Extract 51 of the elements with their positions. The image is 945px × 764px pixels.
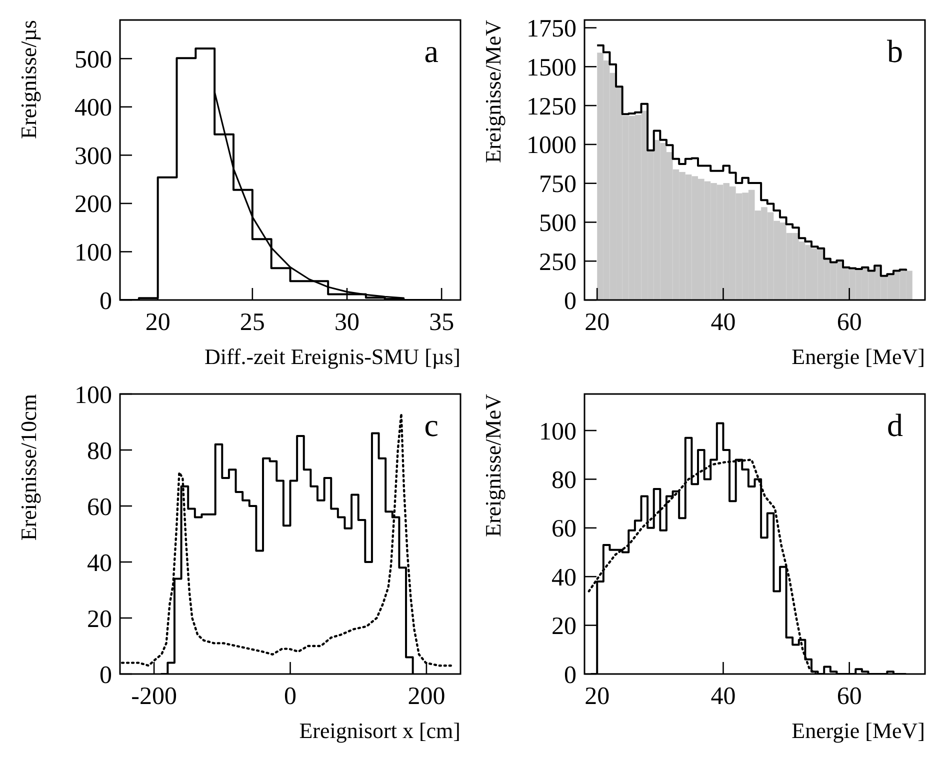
x-axis-title: Energie [MeV] — [792, 718, 925, 743]
y-tick-label: 0 — [564, 662, 576, 689]
y-tick-label: 750 — [539, 171, 576, 198]
x-tick-label: 30 — [334, 309, 360, 336]
x-tick-label: 20 — [584, 683, 610, 710]
x-tick-label: 60 — [836, 309, 862, 336]
y-tick-label: 100 — [539, 418, 576, 446]
y-tick-label: 80 — [552, 466, 576, 494]
y-tick-label: 60 — [87, 494, 112, 521]
annotation: c — [424, 407, 438, 443]
y-tick-label: 1750 — [526, 16, 576, 43]
y-tick-label: 40 — [552, 564, 576, 592]
y-tick-label: 0 — [100, 662, 112, 689]
y-tick-label: 1000 — [526, 132, 576, 160]
y-axis-title: Ereignisse/MeV — [480, 20, 506, 163]
y-axis-title: Ereignisse/µs — [16, 20, 41, 139]
x-tick-label: 20 — [584, 309, 610, 336]
y-tick-label: 60 — [552, 516, 576, 543]
y-tick-label: 100 — [74, 239, 112, 266]
x-tick-label: 60 — [836, 683, 862, 710]
annotation: b — [887, 33, 903, 69]
x-axis-title: Ereignisort x [cm] — [299, 718, 460, 743]
y-tick-label: 500 — [539, 210, 576, 237]
y-tick-label: 200 — [74, 191, 112, 218]
x-axis-title: Energie [MeV] — [792, 344, 925, 369]
y-tick-label: 1250 — [526, 93, 576, 120]
y-tick-label: 300 — [74, 142, 112, 170]
y-tick-label: 20 — [87, 606, 112, 633]
x-tick-label: 40 — [710, 309, 736, 336]
x-tick-label: 35 — [429, 309, 454, 336]
x-tick-label: 0 — [284, 683, 296, 710]
x-tick-label: 40 — [710, 683, 736, 710]
y-tick-label: 0 — [564, 288, 576, 315]
x-tick-label: -200 — [131, 683, 177, 710]
y-tick-label: 80 — [87, 438, 112, 465]
y-axis-title: Ereignisse/10cm — [16, 394, 41, 541]
y-tick-label: 250 — [539, 248, 576, 276]
y-tick-label: 1500 — [526, 54, 576, 82]
x-tick-label: 20 — [145, 309, 170, 336]
y-tick-label: 20 — [552, 613, 576, 640]
y-tick-label: 500 — [74, 46, 112, 74]
y-tick-label: 0 — [100, 288, 112, 315]
x-tick-label: 25 — [240, 309, 265, 336]
x-axis-title: Diff.-zeit Ereignis-SMU [µs] — [204, 344, 460, 369]
y-tick-label: 40 — [87, 550, 112, 577]
y-tick-label: 400 — [74, 94, 112, 122]
x-tick-label: 200 — [408, 683, 446, 710]
y-tick-label: 100 — [74, 382, 112, 409]
annotation: a — [424, 33, 438, 69]
annotation: d — [887, 407, 903, 443]
y-axis-title: Ereignisse/MeV — [480, 394, 506, 537]
